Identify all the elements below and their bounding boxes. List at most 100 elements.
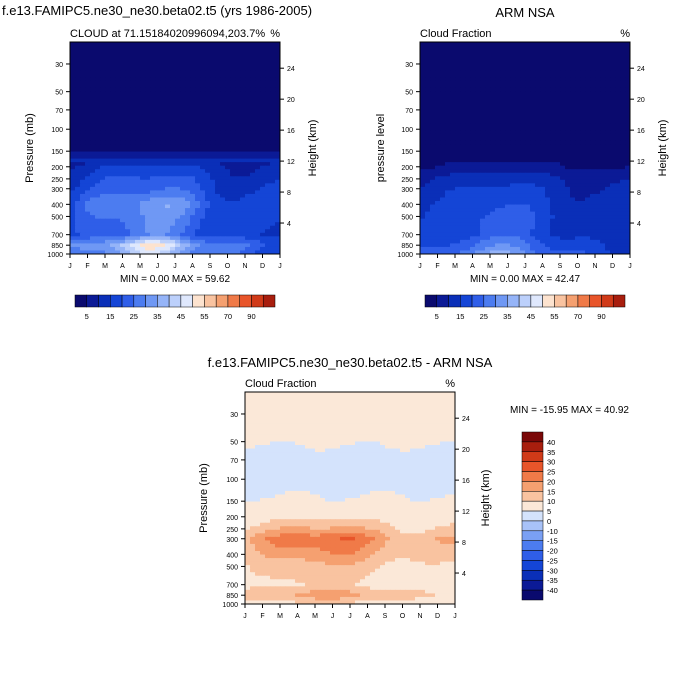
field-cell-obs	[550, 204, 556, 209]
field-cell-obs	[455, 66, 461, 71]
field-cell-obs	[555, 42, 561, 47]
field-cell-obs	[550, 109, 556, 114]
field-cell-model	[95, 158, 101, 163]
field-cell-obs	[540, 80, 546, 85]
field-cell-model	[155, 222, 161, 227]
field-cell-model	[80, 45, 86, 50]
field-cell-model	[165, 109, 171, 114]
field-cell-obs	[535, 66, 541, 71]
field-cell-model	[195, 130, 201, 135]
field-cell-obs	[420, 126, 426, 131]
field-cell-model	[85, 211, 91, 216]
field-cell-obs	[445, 102, 451, 107]
field-cell-model	[270, 172, 276, 177]
field-cell-model	[205, 208, 211, 213]
field-cell-model	[210, 123, 216, 128]
field-cell-obs	[525, 186, 531, 191]
field-cell-model	[240, 148, 246, 153]
field-cell-obs	[435, 45, 441, 50]
field-cell-model	[235, 246, 241, 252]
field-cell-model	[255, 246, 261, 252]
field-cell-obs	[595, 172, 601, 177]
field-cell-obs	[480, 59, 486, 64]
field-cell-obs	[545, 190, 551, 195]
field-cell-obs	[605, 119, 611, 124]
field-cell-obs	[535, 91, 541, 96]
field-cell-model	[175, 70, 181, 75]
field-cell-model	[155, 229, 161, 234]
field-cell-obs	[515, 45, 521, 50]
field-cell-obs	[430, 208, 436, 213]
field-cell-model	[200, 70, 206, 75]
field-cell-obs	[420, 59, 426, 64]
field-cell-obs	[560, 144, 566, 149]
field-cell-model	[130, 73, 136, 78]
field-cell-obs	[475, 59, 481, 64]
field-cell-obs	[540, 49, 546, 54]
field-cell-obs	[430, 126, 436, 131]
field-cell-model	[150, 63, 156, 68]
field-cell-model	[95, 215, 101, 220]
field-cell-obs	[510, 84, 516, 89]
field-cell-obs	[450, 77, 456, 82]
field-cell-obs	[625, 105, 630, 110]
field-cell-obs	[465, 162, 471, 167]
field-cell-model	[220, 102, 226, 107]
field-cell-model	[230, 112, 236, 117]
field-cell-model	[200, 190, 206, 195]
field-cell-model	[190, 109, 196, 114]
field-cell-obs	[435, 162, 441, 167]
field-cell-obs	[490, 204, 496, 209]
field-cell-model	[70, 73, 76, 78]
field-cell-obs	[425, 236, 431, 241]
field-cell-obs	[535, 197, 541, 202]
field-cell-model	[225, 91, 231, 96]
field-cell-obs	[520, 95, 526, 100]
field-cell-obs	[600, 155, 606, 160]
field-cell-model	[145, 52, 151, 57]
field-cell-obs	[490, 151, 496, 156]
field-cell-model	[245, 137, 251, 142]
field-cell-model	[195, 45, 201, 50]
field-cell-model	[210, 201, 216, 206]
field-cell-obs	[565, 49, 571, 54]
field-cell-obs	[580, 148, 586, 153]
field-cell-model	[100, 229, 106, 234]
field-cell-obs	[465, 105, 471, 110]
field-cell-obs	[475, 123, 481, 128]
field-cell-obs	[590, 84, 596, 89]
field-cell-model	[135, 204, 141, 209]
field-cell-obs	[445, 87, 451, 93]
field-cell-obs	[570, 87, 576, 93]
field-cell-model	[255, 91, 261, 96]
field-cell-model	[130, 176, 136, 181]
field-cell-obs	[570, 112, 576, 117]
field-cell-model	[100, 183, 106, 188]
field-cell-model	[260, 176, 266, 181]
field-cell-obs	[540, 77, 546, 82]
field-cell-model	[200, 176, 206, 181]
field-cell-obs	[515, 148, 521, 153]
field-cell-obs	[625, 222, 630, 227]
field-cell-model	[135, 126, 141, 131]
field-cell-model	[195, 116, 201, 121]
field-cell-obs	[510, 77, 516, 82]
field-cell-model	[185, 98, 191, 103]
field-cell-model	[150, 56, 156, 61]
field-cell-obs	[520, 105, 526, 110]
field-cell-model	[115, 63, 121, 68]
field-cell-obs	[595, 165, 601, 170]
field-cell-model	[95, 250, 101, 254]
field-cell-obs	[515, 133, 521, 138]
field-cell-obs	[510, 229, 516, 234]
field-cell-model	[160, 59, 166, 64]
field-cell-obs	[515, 193, 521, 199]
field-cell-model	[200, 193, 206, 199]
field-cell-model	[75, 211, 81, 216]
field-cell-obs	[565, 116, 571, 121]
field-cell-model	[265, 172, 271, 177]
field-cell-model	[140, 137, 146, 142]
colorbar-swatch	[86, 294, 99, 308]
field-cell-obs	[545, 95, 551, 100]
field-cell-model	[120, 218, 126, 223]
